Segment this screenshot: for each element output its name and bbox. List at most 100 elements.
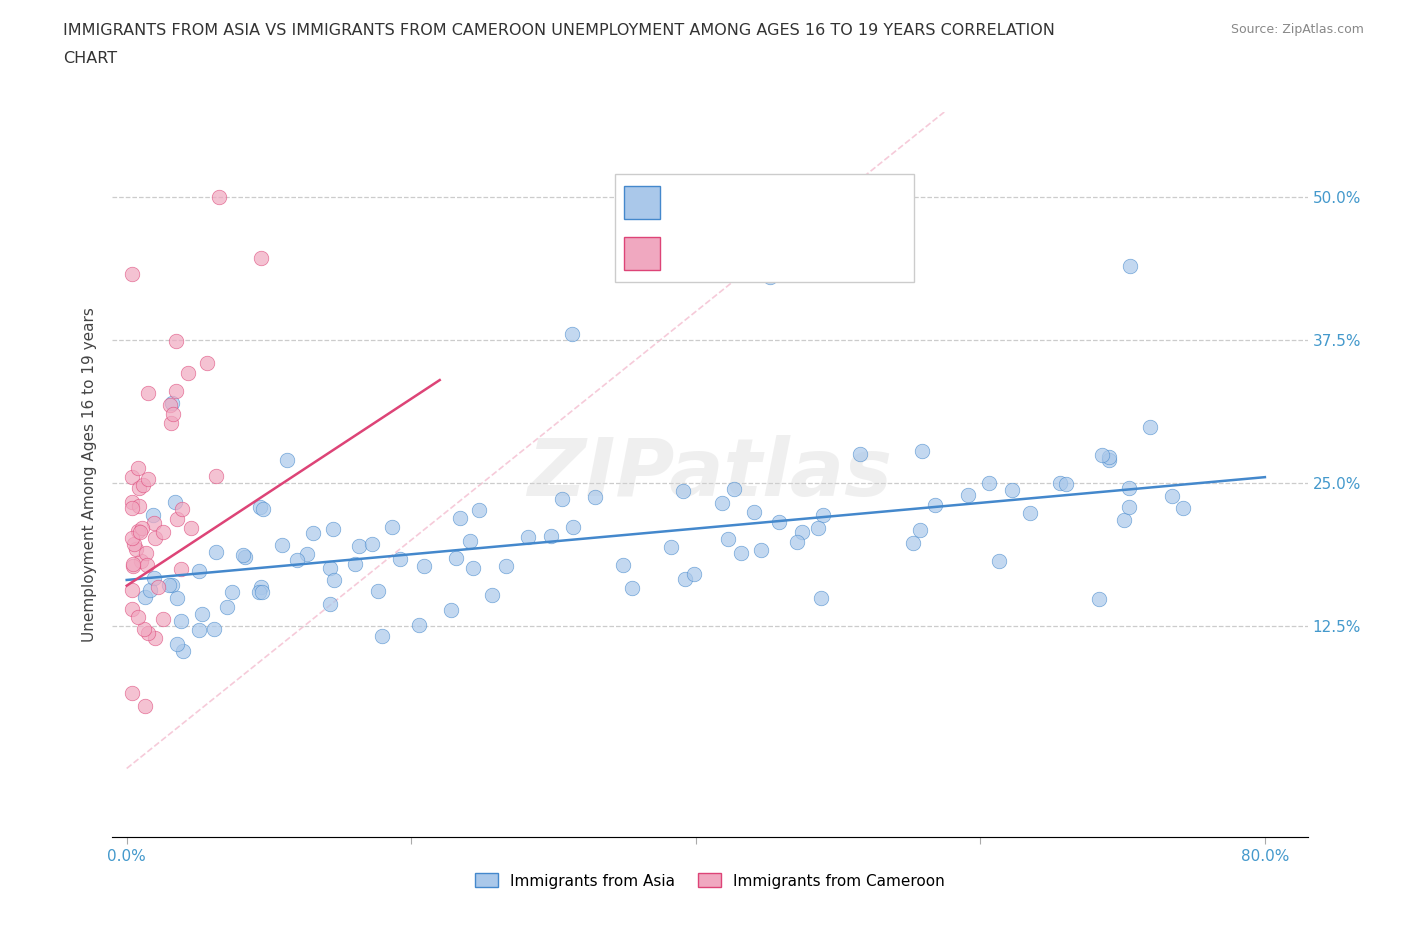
- Point: [188, 564, 211, 578]
- Point: [671, 484, 693, 498]
- Point: [319, 597, 342, 612]
- Point: [323, 573, 346, 588]
- Point: [136, 386, 159, 401]
- Point: [956, 488, 979, 503]
- Point: [367, 584, 389, 599]
- Point: [143, 531, 166, 546]
- Point: [148, 579, 170, 594]
- FancyBboxPatch shape: [614, 174, 914, 283]
- Point: [121, 559, 143, 574]
- Point: [170, 501, 193, 516]
- Point: [163, 494, 186, 509]
- Point: [250, 251, 273, 266]
- Text: N =: N =: [783, 246, 817, 261]
- Point: [285, 553, 308, 568]
- Point: [142, 571, 165, 586]
- Point: [139, 582, 162, 597]
- Point: [742, 504, 765, 519]
- Point: [717, 531, 740, 546]
- Point: [160, 395, 183, 410]
- Point: [125, 541, 148, 556]
- Point: [768, 514, 790, 529]
- Point: [412, 559, 434, 574]
- Point: [121, 582, 143, 597]
- Text: ZIPatlas: ZIPatlas: [527, 435, 893, 513]
- Point: [1091, 447, 1114, 462]
- Point: [276, 453, 298, 468]
- Point: [1161, 489, 1184, 504]
- Point: [165, 334, 187, 349]
- Point: [786, 534, 808, 549]
- Point: [343, 557, 366, 572]
- Point: [249, 499, 271, 514]
- Point: [127, 610, 149, 625]
- Point: [136, 626, 159, 641]
- Point: [122, 537, 145, 551]
- Text: 48: 48: [825, 246, 846, 261]
- Point: [152, 612, 174, 627]
- Point: [908, 523, 931, 538]
- Point: [682, 566, 704, 581]
- Point: [121, 602, 143, 617]
- Point: [1118, 259, 1140, 273]
- Point: [157, 578, 180, 592]
- Point: [166, 512, 188, 526]
- Point: [562, 519, 585, 534]
- Text: 0.306: 0.306: [716, 195, 763, 210]
- Text: R =: R =: [672, 195, 706, 210]
- Point: [180, 520, 202, 535]
- Point: [302, 525, 325, 540]
- Point: [170, 561, 193, 576]
- Point: [1139, 419, 1161, 434]
- Text: R =: R =: [672, 246, 706, 261]
- Point: [1019, 506, 1042, 521]
- Point: [134, 698, 156, 713]
- Point: [121, 500, 143, 515]
- Point: [141, 507, 163, 522]
- Point: [166, 637, 188, 652]
- Point: [1118, 499, 1140, 514]
- Point: [134, 590, 156, 604]
- Point: [444, 551, 467, 565]
- Point: [583, 490, 606, 505]
- Point: [449, 511, 471, 525]
- Point: [612, 557, 634, 572]
- Point: [143, 631, 166, 645]
- Point: [911, 444, 934, 458]
- Point: [977, 476, 1000, 491]
- Point: [517, 529, 540, 544]
- Point: [247, 585, 270, 600]
- Text: 0.302: 0.302: [716, 246, 763, 261]
- Point: [295, 547, 318, 562]
- Point: [127, 460, 149, 475]
- Point: [131, 521, 153, 536]
- Point: [135, 545, 157, 560]
- Point: [208, 190, 231, 205]
- Point: [127, 524, 149, 538]
- Point: [122, 556, 145, 571]
- Point: [673, 572, 696, 587]
- Point: [540, 528, 562, 543]
- Point: [128, 481, 150, 496]
- Point: [1114, 512, 1136, 527]
- Point: [152, 525, 174, 539]
- Point: [202, 622, 225, 637]
- Point: [389, 551, 412, 566]
- Point: [749, 542, 772, 557]
- Point: [730, 545, 752, 560]
- Point: [165, 384, 187, 399]
- Point: [159, 397, 181, 412]
- Point: [215, 600, 238, 615]
- Point: [128, 498, 150, 513]
- FancyBboxPatch shape: [624, 186, 661, 219]
- Point: [160, 578, 183, 592]
- Point: [235, 550, 257, 565]
- Point: [1098, 453, 1121, 468]
- Point: [136, 472, 159, 486]
- Point: [221, 585, 243, 600]
- Point: [790, 525, 813, 539]
- Point: [195, 356, 218, 371]
- FancyBboxPatch shape: [624, 237, 661, 270]
- Point: [132, 621, 155, 636]
- Point: [463, 561, 485, 576]
